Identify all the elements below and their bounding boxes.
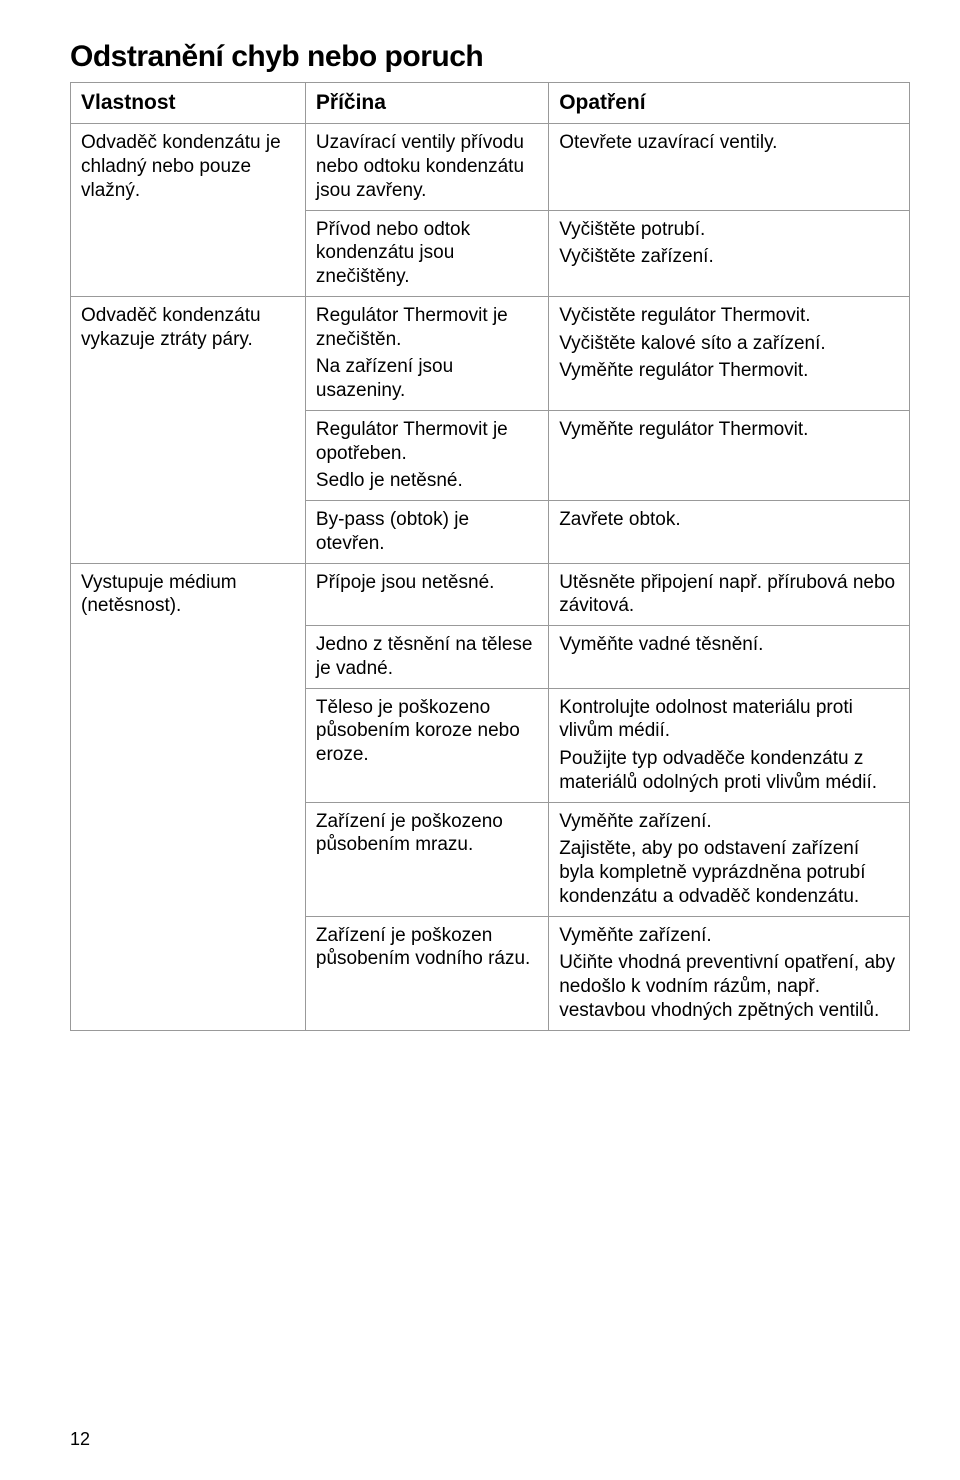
table-cell: Odvaděč kondenzátu vykazuje ztráty páry. [71, 296, 306, 563]
cell-paragraph: Na zařízení jsou usazeniny. [316, 355, 538, 403]
cell-paragraph: Vyčištěte kalové síto a zařízení. [559, 332, 899, 356]
table-cell: Vyměňte vadné těsnění. [549, 626, 910, 689]
col-property: Vlastnost [71, 83, 306, 124]
page-title: Odstranění chyb nebo poruch [70, 40, 910, 74]
table-row: Odvaděč kondenzátu vykazuje ztráty páry.… [71, 296, 910, 410]
page-number: 12 [70, 1429, 90, 1450]
cell-paragraph: Regulátor Thermovit je znečištěn. [316, 304, 538, 352]
table-cell: Zařízení je poškozen působením vodního r… [305, 916, 548, 1030]
table-cell: Vyměňte zařízení. Zajistěte, aby po odsta… [549, 802, 910, 916]
table-cell: Regulátor Thermovit je znečištěn.Na zaří… [305, 296, 548, 410]
table-cell: Vyměňte regulátor Thermovit. [549, 410, 910, 500]
table-cell: Vystupuje médium (netěsnost). [71, 563, 306, 1030]
table-cell: Uzavírací ventily přívodu nebo odtoku ko… [305, 124, 548, 210]
table-cell: Těleso je poškozeno působením koroze neb… [305, 688, 548, 802]
table-cell: Jedno z těsnění na tělese je vadné. [305, 626, 548, 689]
table-cell: Zavřete obtok. [549, 501, 910, 564]
table-row: Odvaděč kondenzátu je chladný nebo pouze… [71, 124, 910, 210]
col-remedy: Opatření [549, 83, 910, 124]
cell-paragraph: Vyčistěte regulátor Thermovit. [559, 304, 899, 328]
cell-paragraph: Vyčištěte potrubí. [559, 218, 899, 242]
table-cell: Odvaděč kondenzátu je chladný nebo pouze… [71, 124, 306, 297]
table-cell: Vyčištěte potrubí. Vyčištěte zařízení. [549, 210, 910, 296]
table-row: Vystupuje médium (netěsnost).Přípoje jso… [71, 563, 910, 626]
table-cell: Regulátor Thermovit je opotřeben. Sedlo j… [305, 410, 548, 500]
cell-paragraph: Zajistěte, aby po odstavení zařízení byl… [559, 837, 899, 908]
table-cell: Přípoje jsou netěsné. [305, 563, 548, 626]
table-cell: Utěsněte připojení např. přírubová nebo … [549, 563, 910, 626]
table-cell: Přívod nebo odtok kondenzátu jsou znečiš… [305, 210, 548, 296]
table-cell: Zařízení je poškozeno působením mrazu. [305, 802, 548, 916]
table-cell: Otevřete uzavírací ventily. [549, 124, 910, 210]
cell-paragraph: Vyměňte regulátor Thermovit. [559, 359, 899, 383]
cell-paragraph: Učiňte vhodná preventivní opatření, aby … [559, 951, 899, 1022]
cell-paragraph: Vyměňte zařízení. [559, 924, 899, 948]
table-cell: Kontrolujte odolnost materiálu proti vli… [549, 688, 910, 802]
cell-paragraph: Regulátor Thermovit je opotřeben. [316, 418, 538, 466]
cell-paragraph: Kontrolujte odolnost materiálu proti vli… [559, 696, 899, 744]
troubleshooting-table: Vlastnost Příčina Opatření Odvaděč konde… [70, 82, 910, 1031]
col-cause: Příčina [305, 83, 548, 124]
cell-paragraph: Vyčištěte zařízení. [559, 245, 899, 269]
table-body: Odvaděč kondenzátu je chladný nebo pouze… [71, 124, 910, 1030]
table-cell: By-pass (obtok) je otevřen. [305, 501, 548, 564]
cell-paragraph: Sedlo je netěsné. [316, 469, 538, 493]
cell-paragraph: Použijte typ odvaděče kondenzátu z mater… [559, 747, 899, 795]
table-cell: Vyměňte zařízení. Učiňte vhodná preventiv… [549, 916, 910, 1030]
table-header-row: Vlastnost Příčina Opatření [71, 83, 910, 124]
table-cell: Vyčistěte regulátor Thermovit. Vyčištěte … [549, 296, 910, 410]
cell-paragraph: Vyměňte zařízení. [559, 810, 899, 834]
